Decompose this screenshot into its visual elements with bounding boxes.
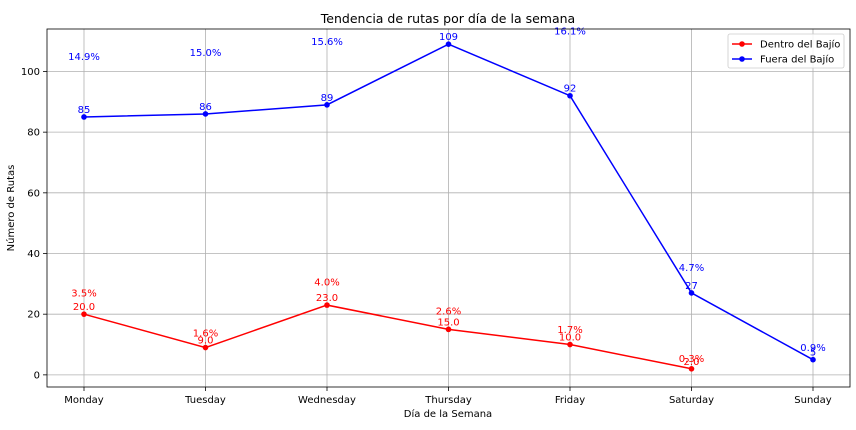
chart-title: Tendencia de rutas por día de la semana bbox=[320, 11, 575, 26]
x-tick-label: Wednesday bbox=[298, 395, 356, 406]
percent-label: 2.6% bbox=[436, 307, 461, 318]
data-point bbox=[202, 344, 209, 351]
value-label: 89 bbox=[321, 93, 334, 104]
value-label: 5 bbox=[810, 348, 816, 359]
legend-entry: Dentro del Bajío bbox=[760, 39, 840, 51]
value-label: 20.0 bbox=[73, 302, 95, 313]
y-tick-label: 100 bbox=[21, 67, 40, 78]
data-point bbox=[324, 302, 330, 308]
data-point bbox=[81, 311, 87, 317]
data-labels: 20.0 3.5% 9.01.6% 23.0 4.0% 15.02.6% 10.01.7% 2… bbox=[68, 26, 826, 368]
value-label: 10.0 bbox=[559, 333, 581, 344]
percent-label: 14.9% bbox=[68, 52, 100, 63]
value-label: 109 bbox=[439, 32, 458, 43]
value-label: 2.0 bbox=[684, 357, 700, 368]
percent-label: 15.6% bbox=[311, 37, 343, 48]
legend: Dentro del Bajío Fuera del Bajío bbox=[727, 33, 845, 69]
x-tick-label: Friday bbox=[555, 395, 585, 406]
value-label: 86 bbox=[199, 102, 212, 113]
x-tick-label: Tuesday bbox=[184, 395, 226, 406]
data-point bbox=[688, 365, 695, 372]
legend-marker bbox=[739, 41, 745, 47]
value-label: 9.0 bbox=[198, 336, 214, 347]
percent-label: 0.3% bbox=[679, 354, 704, 365]
series-line bbox=[83, 304, 692, 370]
y-tick-label: 20 bbox=[27, 310, 40, 321]
x-tick-label: Thursday bbox=[424, 395, 472, 406]
legend-marker bbox=[739, 56, 745, 62]
data-point bbox=[567, 341, 573, 348]
percent-label: 1.7% bbox=[557, 325, 582, 336]
data-point bbox=[688, 290, 695, 296]
grid bbox=[47, 29, 850, 387]
y-tick-label: 60 bbox=[27, 188, 40, 199]
data-point bbox=[445, 41, 452, 47]
value-label: 27 bbox=[685, 281, 698, 292]
y-tick-label: 40 bbox=[27, 249, 40, 260]
x-axis-label: Día de la Semana bbox=[404, 408, 492, 420]
value-label: 92 bbox=[564, 84, 577, 95]
data-point bbox=[81, 114, 87, 120]
y-axis-label: Número de Rutas bbox=[5, 165, 17, 252]
percent-label: 0.9% bbox=[800, 343, 825, 354]
data-point bbox=[567, 92, 573, 99]
data-point bbox=[810, 356, 816, 363]
percent-label: 4.7% bbox=[679, 263, 704, 274]
data-point bbox=[445, 326, 452, 333]
percent-label: 4.0% bbox=[314, 278, 339, 289]
percent-label: 1.6% bbox=[193, 328, 218, 339]
value-label: 15.0 bbox=[437, 317, 459, 328]
x-tick-label: Sunday bbox=[794, 395, 831, 406]
axes: Monday Tuesday Wednesday Thursday Friday Satu… bbox=[21, 67, 832, 406]
value-label: 23.0 bbox=[316, 293, 338, 304]
data-point bbox=[324, 102, 330, 108]
percent-label: 3.5% bbox=[71, 288, 96, 299]
percent-label: 16.1% bbox=[554, 26, 586, 37]
y-tick-label: 0 bbox=[34, 370, 40, 381]
legend-entry: Fuera del Bajío bbox=[760, 54, 834, 66]
y-tick-label: 80 bbox=[27, 128, 40, 139]
data-point bbox=[202, 111, 209, 117]
percent-label: 15.0% bbox=[190, 48, 222, 59]
x-tick-label: Monday bbox=[64, 395, 104, 406]
x-tick-label: Saturday bbox=[669, 395, 714, 406]
value-label: 85 bbox=[78, 105, 91, 116]
series bbox=[81, 41, 816, 372]
legend-box bbox=[727, 33, 845, 69]
